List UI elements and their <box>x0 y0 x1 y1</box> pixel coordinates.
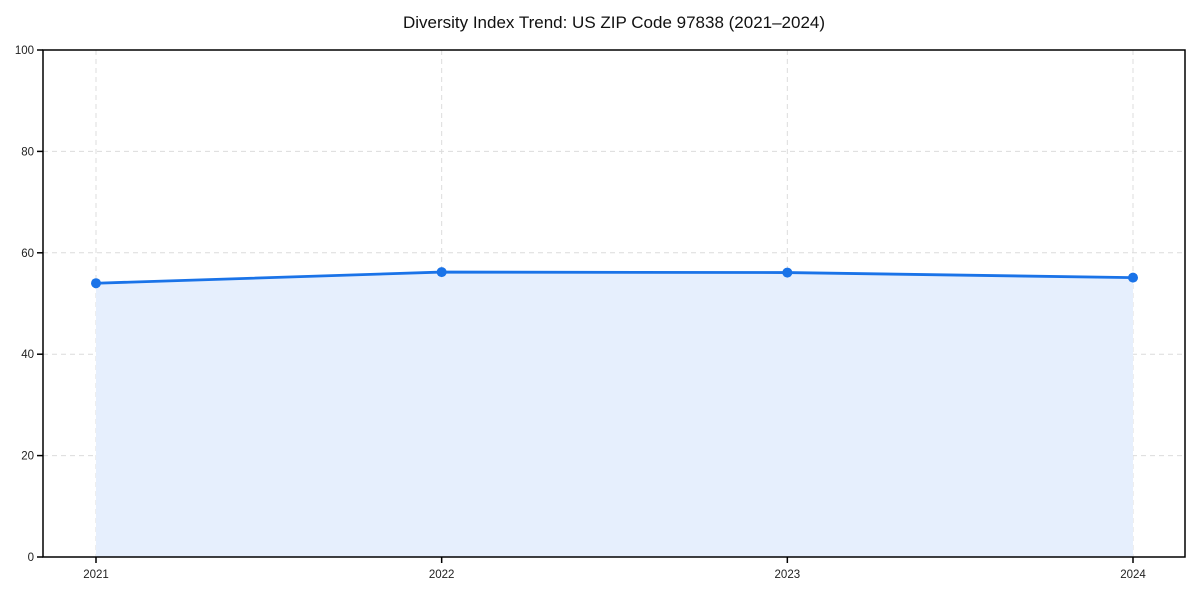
y-tick-label: 100 <box>15 45 34 57</box>
x-tick-label: 2021 <box>83 569 109 581</box>
chart-title: Diversity Index Trend: US ZIP Code 97838… <box>402 13 826 32</box>
y-tick-label: 80 <box>21 146 34 158</box>
x-tick-label: 2022 <box>429 569 455 581</box>
y-tick-label: 0 <box>28 552 34 564</box>
y-tick-label: 40 <box>21 349 34 361</box>
y-tick-label: 60 <box>21 248 34 260</box>
data-point-marker <box>91 278 101 289</box>
trend-line <box>94 270 1135 285</box>
x-tick-label: 2023 <box>775 569 801 581</box>
area-fill <box>96 272 1133 557</box>
data-point-marker <box>436 267 447 278</box>
data-point-marker <box>782 267 793 278</box>
y-tick-label: 20 <box>21 451 34 463</box>
data-point-marker <box>1128 272 1138 283</box>
plot-border <box>42 49 1186 558</box>
x-tick-label: 2024 <box>1120 569 1146 581</box>
